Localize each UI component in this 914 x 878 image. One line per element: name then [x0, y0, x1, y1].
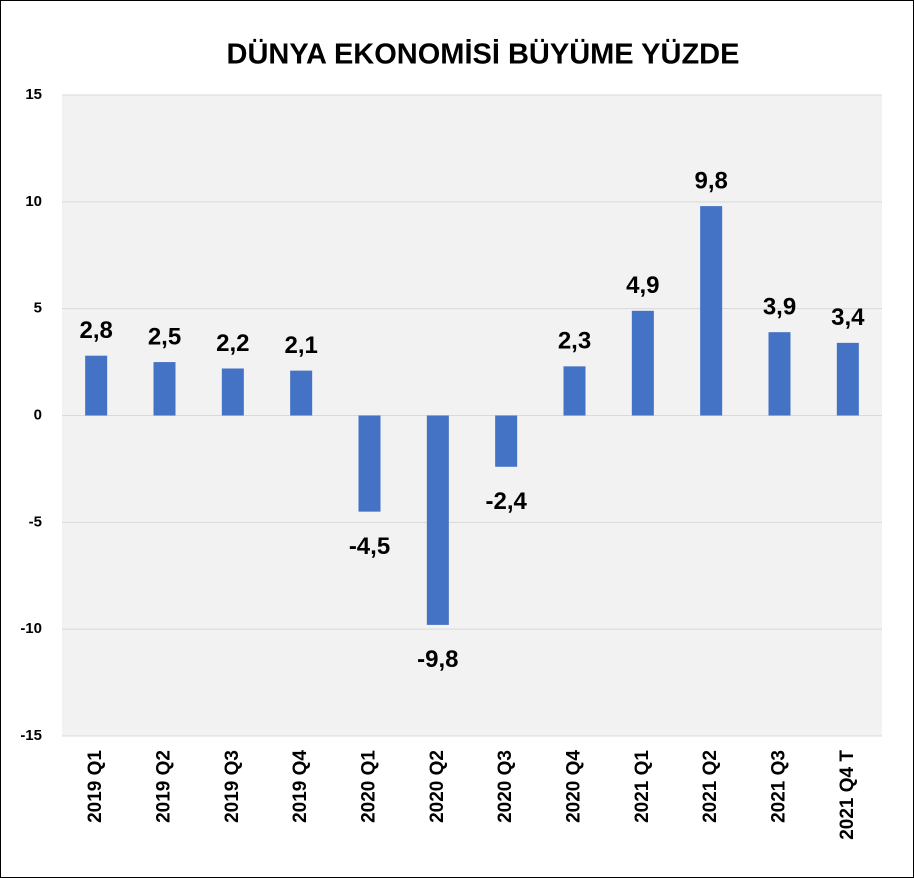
y-tick-label: 0: [34, 406, 42, 423]
x-tick-label: 2021 Q2: [700, 750, 721, 823]
y-tick-label: -10: [20, 620, 42, 637]
bar: [495, 415, 518, 467]
bar: [426, 415, 449, 625]
x-tick-label: 2021 Q3: [769, 750, 790, 823]
x-tick-label: 2020 Q3: [495, 750, 516, 823]
data-label: 2,3: [558, 328, 591, 355]
bar: [153, 362, 176, 416]
y-tick-label: 10: [25, 193, 42, 210]
x-tick-label: 2019 Q1: [85, 750, 106, 823]
data-label: 4,9: [626, 272, 659, 299]
chart-title: DÜNYA EKONOMİSİ BÜYÜME YÜZDE: [227, 38, 740, 71]
x-tick-label: 2019 Q3: [222, 750, 243, 823]
bar: [221, 368, 244, 416]
bar: [836, 342, 859, 416]
data-label: 9,8: [694, 167, 727, 194]
bar: [290, 370, 313, 416]
data-label: 3,9: [763, 294, 796, 321]
bar: [563, 366, 586, 416]
x-tick-label: 2019 Q4: [290, 750, 311, 823]
x-tick-label: 2021 Q1: [632, 750, 653, 823]
x-tick-label: 2020 Q1: [359, 750, 380, 823]
data-label: 2,2: [216, 330, 249, 357]
data-label: 3,4: [831, 304, 865, 331]
data-label: -2,4: [485, 488, 527, 515]
bar: [358, 415, 381, 512]
x-tick-label: 2019 Q2: [154, 750, 175, 823]
data-label: -4,5: [349, 533, 390, 560]
data-label: 2,8: [79, 317, 112, 344]
y-tick-label: -5: [29, 513, 42, 530]
bar: [700, 206, 723, 416]
data-label: 2,1: [284, 332, 317, 359]
y-tick-label: -15: [20, 727, 42, 744]
data-label: -9,8: [417, 646, 458, 673]
x-tick-label: 2021 Q4 T: [837, 750, 858, 840]
x-tick-label: 2020 Q4: [564, 750, 585, 823]
x-tick-label: 2020 Q2: [427, 750, 448, 823]
data-label: 2,5: [148, 323, 181, 350]
y-tick-label: 5: [34, 300, 42, 317]
bar: [631, 310, 654, 416]
y-tick-label: 15: [25, 86, 42, 103]
bar: [85, 355, 108, 416]
bar: [768, 332, 791, 416]
